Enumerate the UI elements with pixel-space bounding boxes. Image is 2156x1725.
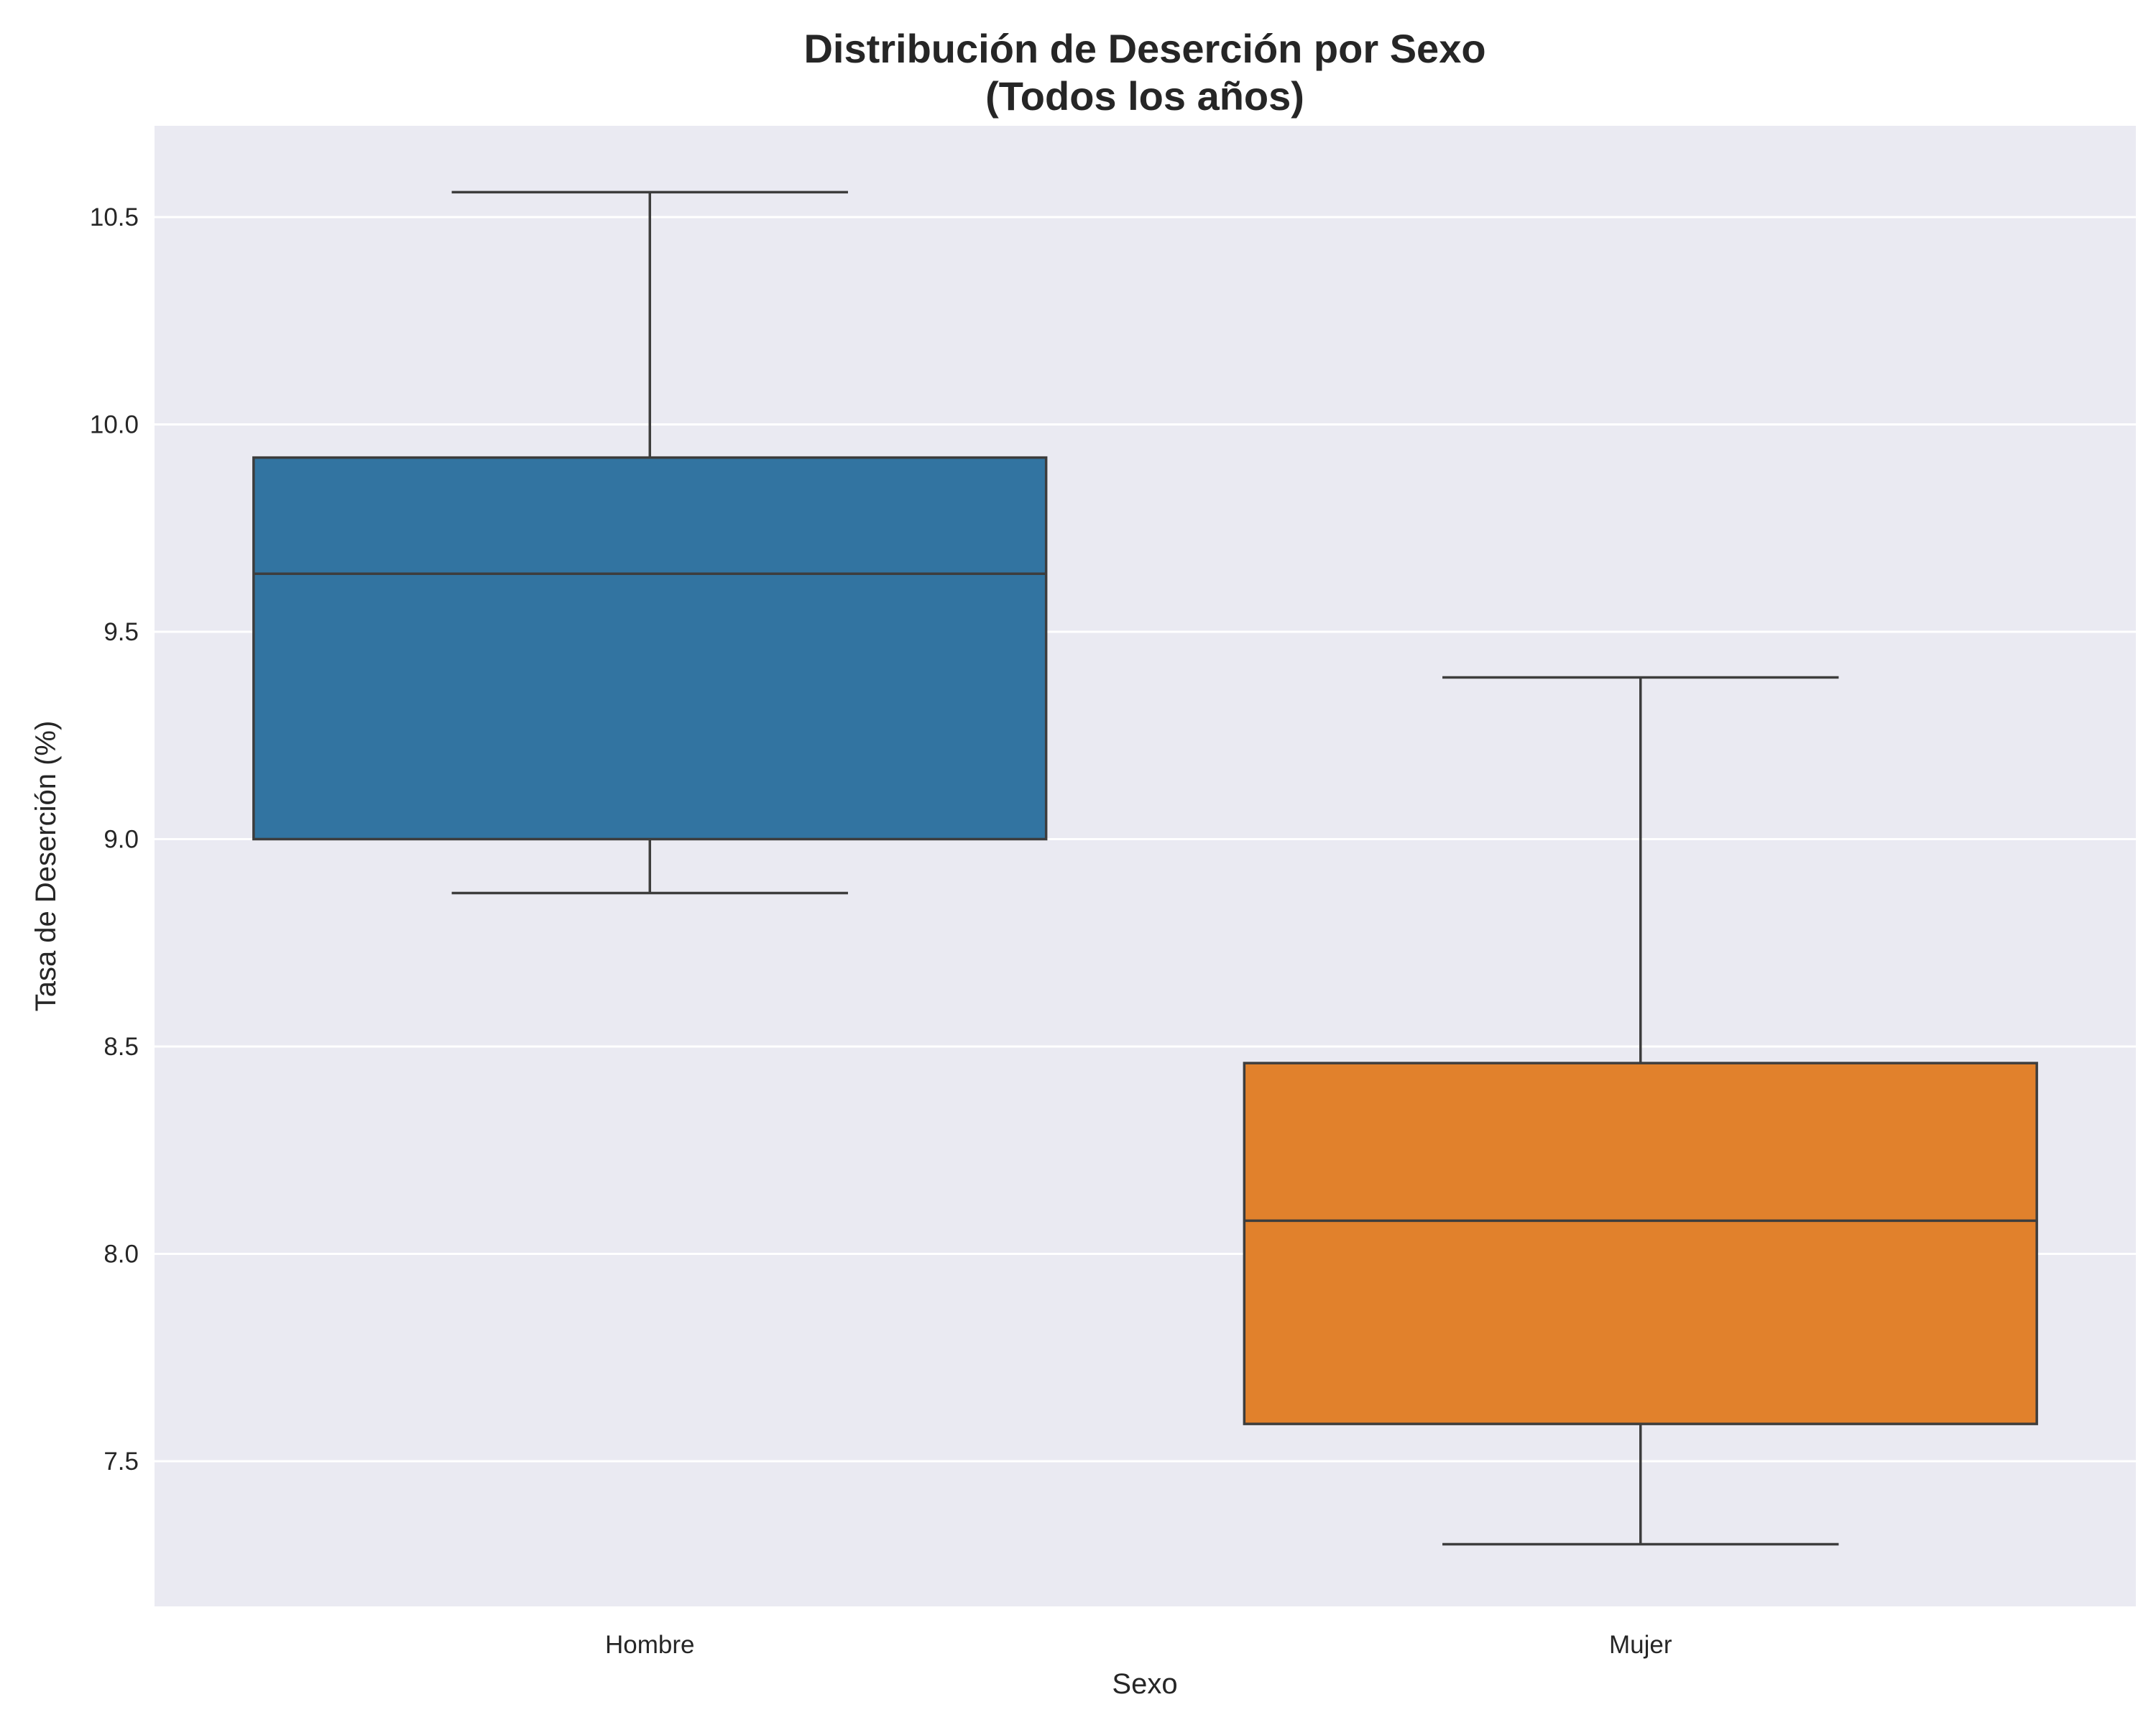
- boxes: [252, 190, 2038, 1546]
- box-hombre: [252, 190, 1048, 895]
- iqr-box: [1243, 1062, 2038, 1425]
- x-axis-label: Sexo: [1112, 1668, 1177, 1700]
- y-tick-label: 8.5: [103, 1033, 139, 1061]
- chart-title-line-1: Distribución de Deserción por Sexo: [803, 26, 1485, 71]
- iqr-box: [252, 456, 1048, 841]
- y-axis-label: Tasa de Deserción (%): [30, 721, 62, 1012]
- y-tick-label: 9.5: [103, 618, 139, 646]
- x-tick-label: Mujer: [1609, 1631, 1672, 1659]
- box-mujer: [1243, 676, 2038, 1546]
- y-tick-label: 7.5: [103, 1448, 139, 1476]
- y-tick-label: 10.5: [90, 203, 139, 231]
- y-tick-label: 8.0: [103, 1241, 139, 1269]
- y-tick-label: 10.0: [90, 410, 139, 438]
- x-tick-labels: Hombre Mujer: [605, 1631, 1672, 1659]
- x-tick-label: Hombre: [605, 1631, 694, 1659]
- y-tick-labels: 7.5 8.0 8.5 9.0 9.5 10.0 10.5: [90, 203, 139, 1476]
- chart-title-line-2: (Todos los años): [985, 73, 1304, 119]
- y-tick-label: 9.0: [103, 825, 139, 853]
